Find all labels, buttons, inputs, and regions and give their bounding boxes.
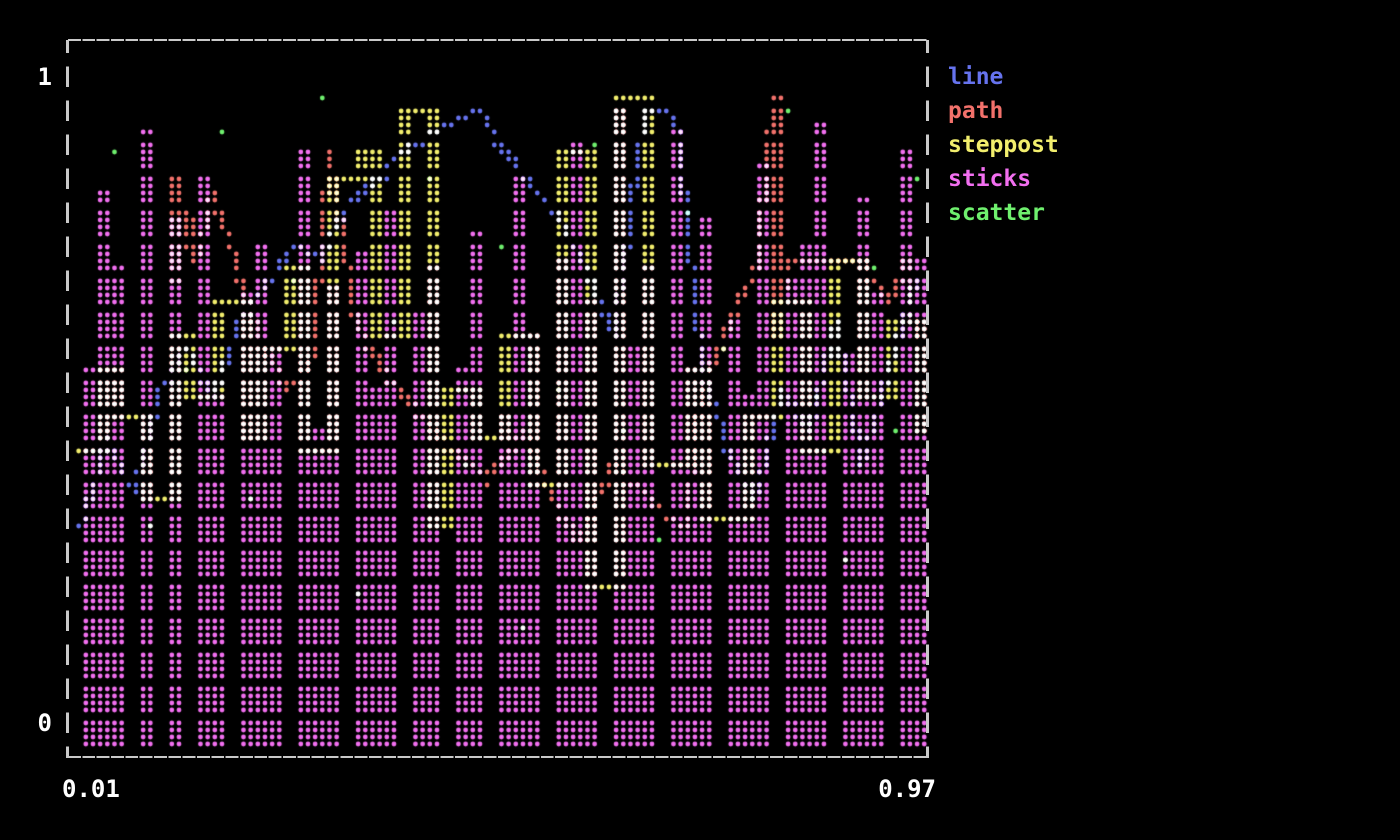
legend-item-sticks: sticks [948,166,1032,192]
legend-item-line: line [948,64,1004,90]
x-tick-label-min: 0.01 [62,775,120,803]
plot-border-left [66,40,69,758]
legend-item-steppost: steppost [948,132,1059,158]
legend-item-scatter: scatter [948,200,1045,226]
plot-border-top [68,39,928,41]
plot-border-right [926,40,929,758]
y-tick-label-min: 0 [37,709,52,737]
y-tick-label-max: 1 [37,63,52,91]
legend-item-path: path [948,98,1004,124]
plot-border-bottom [68,756,928,758]
legend: line path steppost sticks scatter [948,60,1059,230]
x-tick-label-max: 0.97 [878,775,936,803]
